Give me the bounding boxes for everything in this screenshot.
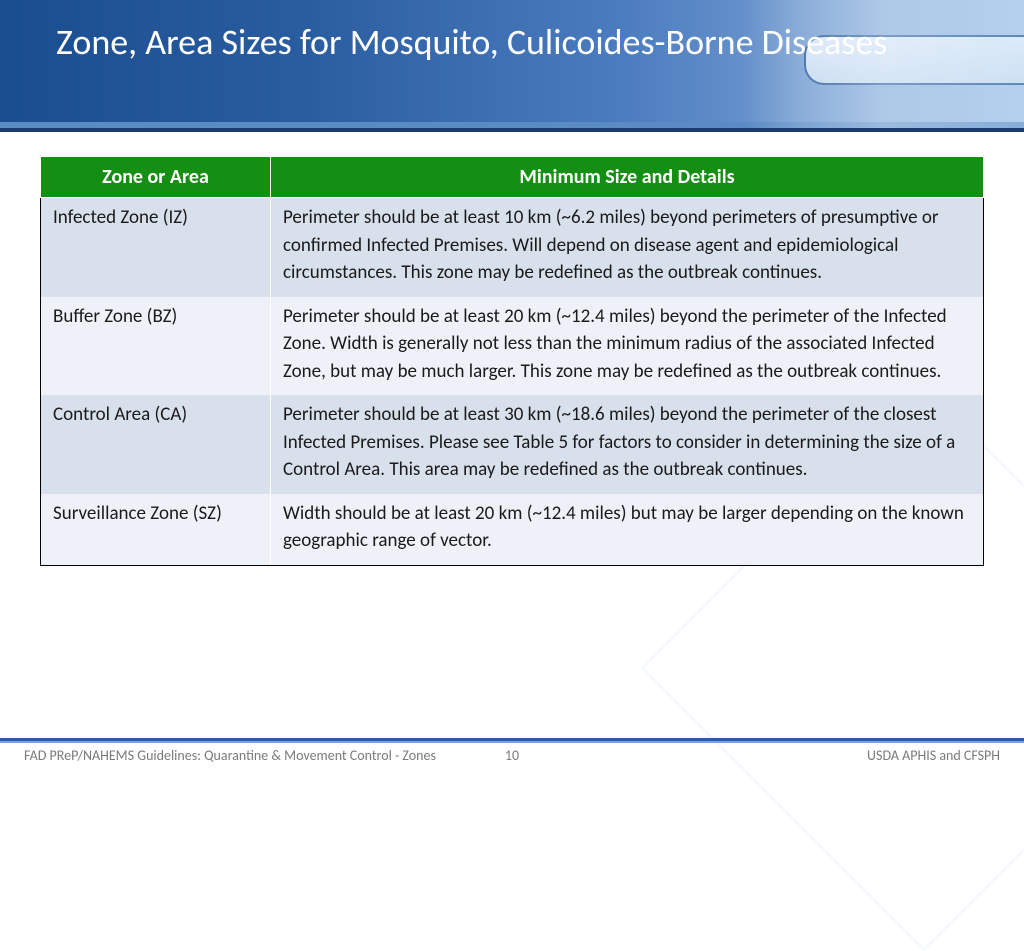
- slide-footer: FAD PReP/NAHEMS Guidelines: Quarantine &…: [0, 738, 1024, 768]
- zones-table: Zone or Area Minimum Size and Details In…: [40, 156, 984, 566]
- footer-left-text: FAD PReP/NAHEMS Guidelines: Quarantine &…: [24, 747, 436, 764]
- slide-number: 10: [505, 747, 519, 764]
- zone-name-cell: Infected Zone (IZ): [41, 198, 271, 297]
- zone-name-cell: Buffer Zone (BZ): [41, 297, 271, 396]
- zone-details-cell: Perimeter should be at least 20 km (~12.…: [271, 297, 984, 396]
- zone-details-cell: Perimeter should be at least 10 km (~6.2…: [271, 198, 984, 297]
- table-header-details: Minimum Size and Details: [271, 157, 984, 198]
- slide-title: Zone, Area Sizes for Mosquito, Culicoide…: [0, 0, 1024, 65]
- slide-header: Zone, Area Sizes for Mosquito, Culicoide…: [0, 0, 1024, 132]
- table-header-zone: Zone or Area: [41, 157, 271, 198]
- footer-right-text: USDA APHIS and CFSPH: [867, 747, 1000, 764]
- zone-details-cell: Width should be at least 20 km (~12.4 mi…: [271, 494, 984, 566]
- table-row: Buffer Zone (BZ) Perimeter should be at …: [41, 297, 984, 396]
- slide-content: Zone or Area Minimum Size and Details In…: [0, 132, 1024, 566]
- table-row: Control Area (CA) Perimeter should be at…: [41, 395, 984, 494]
- table-header-row: Zone or Area Minimum Size and Details: [41, 157, 984, 198]
- zone-name-cell: Control Area (CA): [41, 395, 271, 494]
- zone-name-cell: Surveillance Zone (SZ): [41, 494, 271, 566]
- zone-details-cell: Perimeter should be at least 30 km (~18.…: [271, 395, 984, 494]
- table-row: Surveillance Zone (SZ) Width should be a…: [41, 494, 984, 566]
- footer-content: FAD PReP/NAHEMS Guidelines: Quarantine &…: [0, 743, 1024, 764]
- title-underline: [0, 122, 1024, 128]
- table-row: Infected Zone (IZ) Perimeter should be a…: [41, 198, 984, 297]
